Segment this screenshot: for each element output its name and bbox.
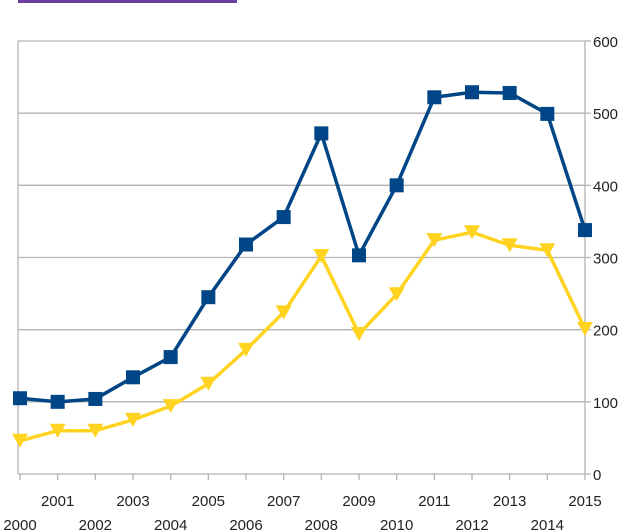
x-tick-label: 2014 — [531, 517, 564, 531]
data-point — [201, 290, 216, 305]
data-point — [313, 249, 330, 264]
data-point — [389, 178, 404, 193]
data-point — [12, 433, 28, 448]
data-point — [388, 287, 405, 302]
data-point — [540, 106, 555, 121]
y-tick-label: 500 — [593, 106, 618, 123]
x-tick-label: 2010 — [380, 517, 413, 531]
data-point — [125, 412, 141, 427]
x-tick-label: 2008 — [305, 517, 338, 531]
data-point — [427, 90, 442, 105]
y-tick-label: 600 — [593, 34, 618, 51]
data-point — [200, 376, 217, 391]
data-point — [351, 326, 367, 341]
y-tick-label: 300 — [593, 251, 618, 268]
legend-fragment — [18, 0, 237, 3]
x-tick-label: 2015 — [568, 493, 601, 510]
data-point — [50, 394, 65, 409]
data-point — [314, 126, 329, 141]
data-point — [352, 248, 366, 263]
data-point — [126, 370, 140, 385]
data-point — [275, 305, 292, 320]
data-point — [501, 238, 518, 253]
x-tick-label: 2007 — [267, 493, 300, 510]
data-point — [239, 237, 253, 252]
data-point — [238, 342, 254, 357]
x-tick-label: 2011 — [418, 493, 450, 510]
data-point — [163, 350, 178, 365]
data-point — [502, 85, 517, 100]
y-tick-label: 100 — [593, 395, 618, 412]
data-point — [465, 85, 479, 100]
x-tick-label: 2004 — [154, 517, 187, 531]
series-line — [19, 90, 587, 404]
data-point — [49, 423, 66, 438]
data-point — [539, 243, 556, 258]
y-tick-label: 200 — [593, 323, 618, 340]
series-line — [19, 230, 587, 443]
x-tick-label: 2013 — [493, 493, 526, 510]
data-point — [87, 423, 104, 438]
x-tick-label: 2012 — [455, 517, 488, 531]
data-point — [88, 391, 103, 406]
x-tick-label: 2000 — [3, 517, 36, 531]
y-tick-label: 400 — [593, 178, 618, 195]
data-point — [276, 210, 291, 225]
x-tick-label: 2005 — [192, 493, 225, 510]
x-tick-label: 2006 — [229, 517, 262, 531]
x-tick-label: 2003 — [116, 493, 149, 510]
x-tick-label: 2009 — [342, 493, 375, 510]
y-tick-label: 0 — [593, 467, 601, 484]
data-point — [426, 233, 443, 248]
data-point — [464, 225, 480, 240]
data-point — [577, 321, 593, 336]
data-point — [13, 391, 27, 406]
x-tick-label: 2002 — [79, 517, 112, 531]
x-tick-label: 2001 — [41, 493, 74, 510]
data-point — [578, 223, 592, 238]
data-point — [162, 399, 179, 414]
